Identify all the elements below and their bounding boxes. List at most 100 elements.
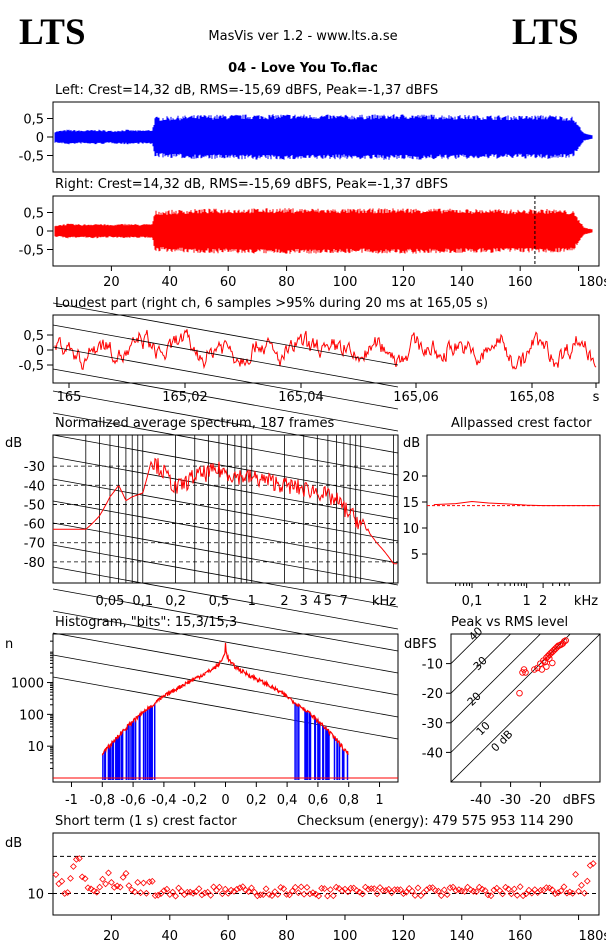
short-point [143, 889, 150, 897]
spectrum-panel-title: Normalized average spectrum, 187 frames [55, 416, 334, 431]
track-title: 04 - Love You To.flac [228, 61, 378, 76]
short-point [563, 889, 571, 897]
spectrum-slope-line [52, 566, 399, 630]
left-waveform-ytick-label: -0,5 [19, 150, 44, 165]
crest-factor-frame [426, 434, 601, 584]
pvr-panel-title: Peak vs RMS level [451, 615, 568, 630]
short-point [385, 885, 393, 893]
pvr-point [543, 663, 550, 670]
short-point [108, 879, 115, 886]
spectrum-slope-line [52, 654, 399, 718]
short-point [499, 890, 506, 898]
pvr-point [520, 666, 528, 673]
short-point [572, 871, 579, 878]
hist-bars [102, 703, 349, 780]
short-point [578, 881, 585, 889]
short-point [373, 890, 381, 898]
short-point [198, 891, 206, 899]
short-point [277, 884, 285, 891]
short-point [125, 882, 133, 889]
pvr-diagonal [451, 634, 482, 664]
loudest-part-signal [54, 329, 597, 370]
pvr-diag-label: 10 [474, 719, 493, 738]
loudest-part-ytick-label: -0,5 [19, 359, 44, 374]
short-point [554, 889, 562, 897]
short-point [248, 884, 255, 892]
loud-panel-title: Loudest part (right ch, 6 samples >95% d… [55, 296, 488, 311]
short-point [90, 887, 98, 895]
short-point [484, 891, 492, 899]
short-point [245, 888, 252, 895]
right-waveform-xtick-label: 180s [579, 275, 606, 290]
short-point [435, 887, 442, 895]
short-point [309, 889, 317, 897]
spectrum-ytick-label: -40 [24, 479, 45, 494]
short-point [300, 890, 308, 898]
short-point [61, 890, 69, 897]
spectrum-xtick-label: 0,1 [132, 594, 153, 609]
crest-curve [433, 500, 598, 507]
short-point [589, 860, 597, 867]
short-point [516, 883, 524, 891]
short-point [236, 884, 244, 892]
short-point [324, 892, 331, 900]
pvr-point [519, 669, 526, 676]
loudest-part-xtick-label: 165 [57, 390, 82, 405]
spectrum-xtick-label: 5 [324, 594, 332, 609]
right-waveform-xtick-label: 140 [449, 275, 474, 290]
spectrum-frame [52, 434, 399, 584]
short-point [233, 885, 241, 893]
pvr-point [522, 669, 529, 676]
short-point [329, 892, 337, 900]
spectrum-ytick-label: -70 [24, 537, 45, 552]
pvr-ytick-label: -30 [422, 717, 443, 732]
short-point [259, 891, 267, 898]
short-point [119, 874, 127, 881]
short-point [218, 890, 226, 898]
short-point [93, 888, 101, 896]
right-waveform-ytick-label: -0,5 [19, 244, 44, 259]
short-point [274, 891, 282, 898]
logo-left: LTS [19, 12, 86, 53]
short-point [280, 885, 288, 893]
short-point [510, 885, 518, 893]
pvr-diagonal [451, 634, 512, 694]
crest-panel-title: Allpassed crest factor [451, 416, 592, 431]
pvr-xlabel: dBFS [563, 793, 596, 808]
short-point [560, 883, 568, 891]
short-point [411, 892, 419, 899]
short-point [303, 884, 311, 891]
short-point [370, 885, 378, 892]
right-waveform-xtick-label: 60 [220, 275, 237, 290]
spectrum-slope-line [52, 610, 399, 674]
short-point [64, 889, 71, 896]
short-point [490, 886, 498, 894]
short-point [58, 877, 66, 885]
crest-xtick-label: kHz [574, 594, 598, 609]
short-point [154, 891, 162, 899]
short-point [452, 887, 460, 894]
short-crest-frame [52, 832, 600, 916]
short-point [227, 886, 235, 894]
short-point [315, 892, 323, 900]
spectrum-xtick-label: 0,2 [165, 594, 186, 609]
short-point [335, 885, 343, 892]
crest-xtick-label: 1 [523, 594, 531, 609]
short-xtick-label: 20 [103, 929, 120, 944]
short-point [481, 887, 489, 894]
pvr-ytick-label: -20 [422, 687, 443, 702]
crest-ytick-label: 5 [411, 548, 419, 563]
pvr-point [541, 658, 549, 666]
short-point [297, 883, 305, 891]
short-panel-title: Short term (1 s) crest factor [55, 814, 237, 829]
spectrum-slope-line [52, 302, 399, 366]
short-point [376, 884, 384, 891]
checksum-text: Checksum (energy): 479 575 953 114 290 [297, 814, 573, 829]
spectrum-curve [53, 457, 397, 565]
right-waveform-xtick-label: 40 [162, 275, 179, 290]
short-point [321, 885, 328, 892]
short-point [210, 883, 217, 891]
loudest-part-xtick-label: 165,04 [278, 390, 324, 405]
spectrum-slope-line [52, 346, 399, 410]
